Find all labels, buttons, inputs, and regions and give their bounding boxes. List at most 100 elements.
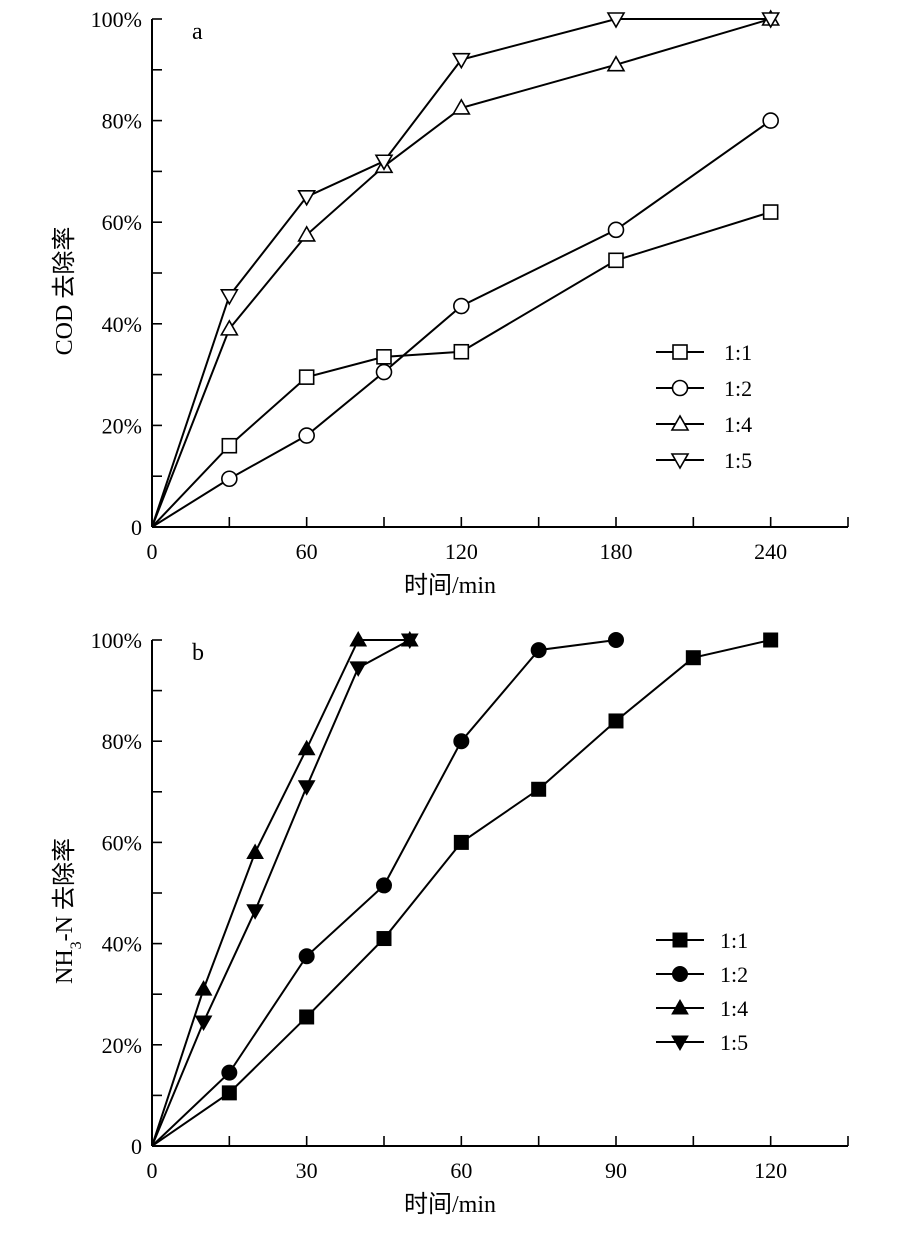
y-tick-label: 40% bbox=[102, 932, 142, 957]
data-point bbox=[453, 297, 470, 315]
series-1-1 bbox=[151, 632, 779, 1147]
series-1-2 bbox=[151, 632, 624, 1147]
data-point bbox=[606, 12, 626, 29]
y-tick-label: 20% bbox=[102, 1033, 142, 1058]
y-tick-label: 100% bbox=[91, 7, 142, 32]
data-point bbox=[297, 225, 317, 242]
x-tick-label: 0 bbox=[147, 1158, 158, 1183]
legend-marker bbox=[672, 344, 688, 360]
data-point bbox=[606, 55, 626, 72]
data-point bbox=[221, 470, 238, 488]
data-point bbox=[376, 877, 392, 894]
x-tick-label: 30 bbox=[296, 1158, 318, 1183]
x-tick-label: 90 bbox=[605, 1158, 627, 1183]
x-tick-label: 120 bbox=[445, 539, 478, 564]
x-tick-label: 120 bbox=[754, 1158, 787, 1183]
chart-b: 0 30 60 90 120 0 20% 40% 60% 80% 100% b 时间/min NH3-N … bbox=[51, 628, 849, 1218]
data-point bbox=[453, 733, 470, 750]
y-tick-label: 20% bbox=[102, 413, 142, 438]
chart-a: 0 60 120 180 240 0 20% 40% 60% 80% 100% a 时间/min COD … bbox=[51, 7, 849, 599]
legend-marker bbox=[671, 379, 689, 397]
legend-label: 1:2 bbox=[724, 376, 752, 401]
legend-item: 1:2 bbox=[656, 962, 748, 987]
y-tick-label: 80% bbox=[102, 729, 142, 754]
y-tick-label: 100% bbox=[91, 628, 142, 653]
x-tick-label: 60 bbox=[450, 1158, 472, 1183]
data-point bbox=[349, 661, 368, 677]
legend: 1:1 1:2 1:4 1:5 bbox=[656, 340, 752, 473]
y-tick-label: 60% bbox=[102, 210, 142, 235]
data-point bbox=[400, 633, 419, 650]
x-axis-title: 时间/min bbox=[404, 1191, 496, 1218]
data-point bbox=[221, 437, 238, 454]
data-point bbox=[530, 642, 547, 659]
data-point bbox=[221, 1064, 238, 1081]
legend-item: 1:1 bbox=[656, 340, 752, 365]
data-point bbox=[453, 834, 469, 850]
legend-label: 1:5 bbox=[724, 448, 752, 473]
data-point bbox=[297, 739, 316, 756]
legend-item: 1:5 bbox=[656, 1030, 748, 1055]
legend-item: 1:5 bbox=[656, 448, 752, 473]
legend-item: 1:2 bbox=[656, 376, 752, 401]
legend-item: 1:1 bbox=[656, 928, 748, 953]
legend-marker bbox=[670, 414, 690, 431]
data-point bbox=[453, 343, 470, 360]
legend-marker bbox=[670, 453, 690, 470]
data-point bbox=[297, 190, 317, 207]
legend-label: 1:4 bbox=[724, 412, 752, 437]
series-1-1 bbox=[151, 204, 779, 528]
panel-label: a bbox=[192, 19, 203, 45]
legend-label: 1:2 bbox=[720, 962, 748, 987]
legend-marker bbox=[671, 998, 689, 1015]
data-point bbox=[531, 781, 547, 797]
data-point bbox=[762, 112, 779, 129]
data-point bbox=[375, 363, 393, 381]
data-point bbox=[298, 948, 315, 965]
data-point bbox=[299, 1009, 315, 1025]
legend-label: 1:1 bbox=[724, 340, 752, 365]
data-point bbox=[376, 931, 392, 947]
data-point bbox=[762, 204, 779, 220]
y-tick-label: 0 bbox=[131, 515, 142, 540]
y-tick-label: 60% bbox=[102, 830, 142, 855]
legend: 1:1 1:2 1:4 1:5 bbox=[656, 928, 748, 1055]
data-point bbox=[246, 843, 264, 860]
data-point bbox=[221, 1085, 237, 1101]
y-axis-title: NH3-N 去除率 bbox=[51, 838, 85, 984]
data-point bbox=[451, 52, 471, 70]
data-point bbox=[219, 319, 239, 336]
x-tick-label: 60 bbox=[296, 539, 318, 564]
data-point bbox=[297, 780, 316, 796]
data-point bbox=[763, 632, 779, 648]
legend-label: 1:5 bbox=[720, 1030, 748, 1055]
series-line bbox=[151, 639, 411, 1147]
legend-item: 1:4 bbox=[656, 412, 752, 437]
data-point bbox=[451, 98, 471, 115]
data-point bbox=[194, 1015, 213, 1032]
data-point bbox=[374, 154, 394, 171]
y-tick-label: 40% bbox=[102, 312, 142, 337]
x-tick-label: 180 bbox=[600, 539, 633, 564]
series-line bbox=[151, 639, 410, 1147]
data-point bbox=[608, 632, 624, 648]
y-tick-label: 0 bbox=[131, 1134, 142, 1159]
legend-item: 1:4 bbox=[656, 996, 748, 1021]
y-tick-label: 80% bbox=[102, 109, 142, 134]
data-point bbox=[607, 221, 625, 239]
series-1-5 bbox=[151, 12, 781, 528]
y-axis-title: COD 去除率 bbox=[51, 227, 78, 356]
data-point bbox=[608, 252, 624, 269]
data-point bbox=[376, 349, 392, 365]
data-point bbox=[298, 427, 315, 444]
data-point bbox=[608, 713, 624, 729]
series-1-2 bbox=[151, 112, 779, 528]
legend-label: 1:1 bbox=[720, 928, 748, 953]
legend-label: 1:4 bbox=[720, 996, 748, 1021]
series-1-4 bbox=[151, 630, 419, 1147]
data-point bbox=[761, 12, 781, 29]
data-point bbox=[685, 650, 701, 666]
data-point bbox=[219, 289, 239, 306]
